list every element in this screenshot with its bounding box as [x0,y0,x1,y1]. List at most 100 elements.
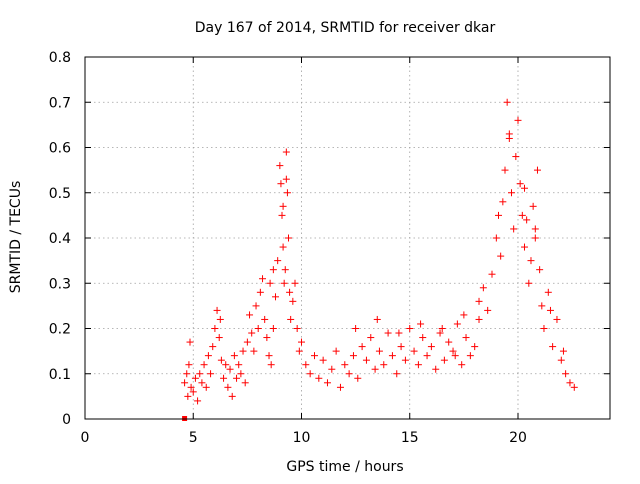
data-point [373,315,381,323]
x-tick-label: 20 [509,430,527,446]
data-point [471,343,479,351]
data-point [279,202,287,210]
data-point [207,370,215,378]
data-point [549,343,557,351]
data-point [417,320,425,328]
y-tick-label: 0.2 [49,322,71,338]
data-point [241,379,249,387]
data-point [295,347,303,355]
data-point [222,361,230,369]
data-point [269,266,277,274]
data-point [345,370,353,378]
data-point [414,361,422,369]
data-point [512,153,520,161]
data-point [217,356,225,364]
data-point [196,370,204,378]
data-point [562,370,570,378]
data-point [266,279,274,287]
data-point [323,379,331,387]
data-point [453,320,461,328]
data-point [518,211,526,219]
data-point [233,374,241,382]
data-point [286,288,294,296]
data-point [510,225,518,233]
data-point [427,343,435,351]
data-point [520,243,528,251]
data-point [198,379,206,387]
data-point [259,275,267,283]
data-point [183,370,191,378]
data-point [189,388,197,396]
data-point [282,175,290,183]
data-point [220,374,228,382]
data-point [514,116,522,124]
data-point [352,325,360,332]
data-point [525,279,533,287]
data-point [559,347,567,355]
data-point [423,352,431,360]
data-point [291,279,299,287]
data-point [497,252,505,260]
x-tick-label: 10 [293,430,311,446]
data-point [211,325,219,332]
y-tick-label: 0 [62,412,71,428]
data-point [280,279,288,287]
data-point [263,334,271,342]
data-point [184,392,192,400]
data-point [393,370,401,378]
data-point [520,184,528,192]
data-point [349,352,357,360]
data-point [499,198,507,206]
data-point [395,329,403,337]
data-point [358,343,366,351]
data-point [475,315,483,323]
data-point [315,374,323,382]
data-point [336,383,344,391]
x-axis-label: GPS time / hours [286,459,403,475]
data-point [215,334,223,342]
y-tick-label: 0.5 [49,186,71,202]
data-point [306,370,314,378]
data-point [540,325,548,332]
data-point [458,361,466,369]
data-point [209,343,217,351]
data-point [531,234,539,242]
data-point [224,383,232,391]
data-point [230,352,238,360]
data-point [216,315,224,323]
data-point [239,347,247,355]
x-tick-label: 15 [401,430,419,446]
data-point [191,374,199,382]
y-tick-label: 0.7 [49,95,71,111]
data-points [181,98,578,421]
y-tick-label: 0.3 [49,276,71,292]
y-tick-label: 0.6 [49,141,71,157]
data-point [293,325,301,332]
data-point [462,334,470,342]
data-point [533,166,541,174]
data-point [536,266,544,274]
data-point [256,288,264,296]
data-point [380,361,388,369]
data-point [401,356,409,364]
data-point [410,347,418,355]
data-point [503,98,511,106]
data-point [538,302,546,310]
data-point [440,356,448,364]
data-point [297,338,305,346]
data-point [397,343,405,351]
data-point [202,383,210,391]
data-point [531,225,539,233]
data-point [277,180,285,188]
data-point [283,189,291,197]
data-point [484,306,492,314]
data-point [226,365,234,373]
data-point [466,352,474,360]
data-point [507,189,515,197]
data-point [460,311,468,319]
data-point [445,338,453,346]
data-point [332,347,340,355]
data-point [287,315,295,323]
